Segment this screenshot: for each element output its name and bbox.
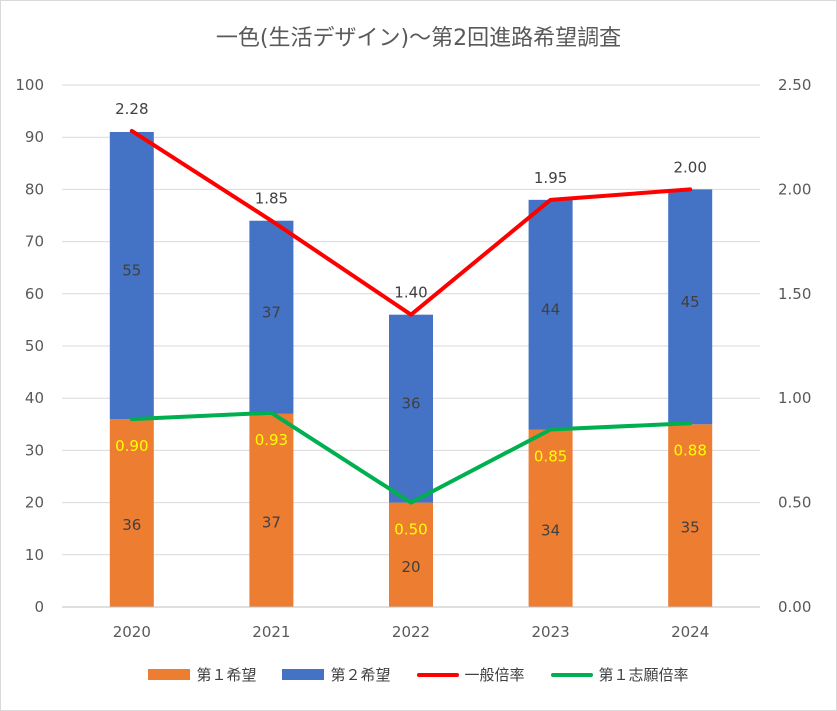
bar-first-choice bbox=[389, 502, 433, 607]
data-label-second-choice: 44 bbox=[541, 301, 560, 319]
bar-first-choice bbox=[668, 424, 713, 607]
data-label-second-choice: 45 bbox=[681, 293, 700, 311]
right-axis-tick-label: 2.00 bbox=[778, 180, 811, 198]
right-axis-tick-label: 2.50 bbox=[778, 76, 811, 94]
right-axis-tick-label: 1.00 bbox=[778, 389, 811, 407]
data-label-second-choice: 37 bbox=[262, 303, 281, 321]
data-label-first-choice: 36 bbox=[122, 516, 141, 534]
left-axis-tick-label: 100 bbox=[15, 76, 44, 94]
bar-second-choice bbox=[249, 220, 294, 414]
left-axis-tick-label: 30 bbox=[25, 441, 44, 459]
bar-first-choice bbox=[249, 413, 294, 607]
chart-legend: 第１希望 第２希望 一般倍率 第１志願倍率 bbox=[0, 664, 837, 685]
right-axis-tick-label: 0.00 bbox=[778, 598, 811, 616]
bar-first-choice bbox=[528, 429, 573, 607]
left-axis-tick-label: 10 bbox=[25, 546, 44, 564]
data-label-second-choice: 36 bbox=[401, 395, 420, 413]
left-axis-tick-label: 60 bbox=[25, 285, 44, 303]
data-label-general-ratio: 1.40 bbox=[394, 284, 427, 302]
left-axis-tick-label: 90 bbox=[25, 128, 44, 146]
left-axis-tick-label: 20 bbox=[25, 494, 44, 512]
legend-item-first-choice: 第１希望 bbox=[148, 664, 256, 685]
bar-second-choice bbox=[668, 189, 713, 425]
x-axis-tick-label: 2022 bbox=[392, 623, 430, 641]
left-axis-tick-label: 40 bbox=[25, 389, 44, 407]
legend-item-second-choice: 第２希望 bbox=[282, 664, 391, 685]
legend-item-first-choice-ratio: 第１志願倍率 bbox=[550, 664, 689, 685]
legend-item-general-ratio: 一般倍率 bbox=[416, 664, 525, 685]
right-axis-tick-label: 0.50 bbox=[778, 494, 811, 512]
right-axis-tick-label: 1.50 bbox=[778, 285, 811, 303]
data-label-first-choice-ratio: 0.85 bbox=[534, 448, 567, 466]
data-label-first-choice-ratio: 0.93 bbox=[255, 431, 288, 449]
data-label-first-choice: 37 bbox=[262, 513, 281, 531]
legend-swatch-first-choice-ratio bbox=[550, 672, 593, 677]
data-label-general-ratio: 2.28 bbox=[115, 100, 148, 118]
data-label-general-ratio: 1.95 bbox=[534, 169, 567, 187]
left-axis-tick-label: 70 bbox=[25, 233, 44, 251]
x-axis-tick-label: 2024 bbox=[671, 623, 709, 641]
legend-swatch-second-choice bbox=[282, 669, 325, 680]
legend-label-general-ratio: 一般倍率 bbox=[464, 666, 525, 684]
data-label-first-choice: 35 bbox=[681, 519, 700, 537]
x-axis-tick-label: 2023 bbox=[532, 623, 570, 641]
data-label-first-choice-ratio: 0.50 bbox=[394, 521, 427, 539]
data-label-first-choice-ratio: 0.90 bbox=[115, 437, 148, 455]
legend-swatch-general-ratio bbox=[416, 672, 459, 677]
line-general-ratio bbox=[129, 128, 693, 317]
chart-title: 一色(生活デザイン)～第2回進路希望調査 bbox=[215, 26, 622, 51]
data-label-first-choice-ratio: 0.88 bbox=[673, 441, 706, 459]
data-label-second-choice: 55 bbox=[122, 262, 141, 280]
bar-second-choice bbox=[528, 199, 573, 430]
left-axis-tick-label: 80 bbox=[25, 180, 44, 198]
bar-second-choice bbox=[109, 131, 154, 420]
data-label-general-ratio: 2.00 bbox=[673, 158, 706, 176]
bar-second-choice bbox=[389, 314, 433, 503]
x-axis-tick-label: 2021 bbox=[252, 623, 290, 641]
line-first-choice-ratio bbox=[129, 410, 693, 505]
x-axis-tick-label: 2020 bbox=[113, 623, 151, 641]
data-label-general-ratio: 1.85 bbox=[255, 190, 288, 208]
legend-label-second-choice: 第２希望 bbox=[330, 666, 391, 684]
legend-swatch-first-choice bbox=[148, 669, 191, 680]
left-axis-tick-label: 0 bbox=[34, 598, 44, 616]
data-label-first-choice: 20 bbox=[401, 558, 420, 576]
data-label-first-choice: 34 bbox=[541, 521, 560, 539]
bar-first-choice bbox=[109, 419, 154, 607]
legend-label-first-choice: 第１希望 bbox=[196, 666, 257, 684]
left-axis-tick-label: 50 bbox=[25, 337, 44, 355]
legend-label-first-choice-ratio: 第１志願倍率 bbox=[598, 666, 689, 684]
